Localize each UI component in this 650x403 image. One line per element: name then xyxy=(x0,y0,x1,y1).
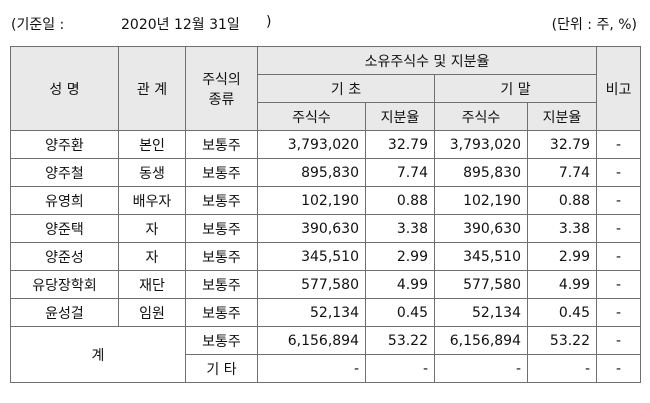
cell-note: - xyxy=(596,214,641,243)
header-ratio-begin: 지분율 xyxy=(365,102,435,131)
cell-type: 보통주 xyxy=(185,270,258,299)
base-date-close: ) xyxy=(266,14,272,30)
cell-type: 보통주 xyxy=(185,298,258,327)
header-stock-type-line1: 주식의 xyxy=(202,71,241,88)
cell-shares-end: 52,134 xyxy=(434,298,528,327)
header-stock-type-line2: 종류 xyxy=(208,91,235,108)
cell-shares-end: 102,190 xyxy=(434,186,528,215)
table-body: 양주환 본인 보통주 3,793,020 32.79 3,793,020 32.79- 양주철… xyxy=(10,130,641,383)
header-shares-end: 주식수 xyxy=(434,102,528,131)
cell-shares-begin: 52,134 xyxy=(257,298,366,327)
cell-name: 양주환 xyxy=(10,130,119,159)
cell-shares-end: 390,630 xyxy=(434,214,528,243)
cell-relation: 임원 xyxy=(118,298,186,327)
cell-shares-end: 895,830 xyxy=(434,158,528,187)
cell-shares-begin: 345,510 xyxy=(257,242,366,271)
header-note: 비고 xyxy=(596,46,641,131)
cell-note: - xyxy=(596,298,641,327)
unit-label: (단위 : 주, %) xyxy=(551,17,637,33)
cell-relation: 배우자 xyxy=(118,186,186,215)
cell-shares-end: 345,510 xyxy=(434,242,528,271)
cell-type: 보통주 xyxy=(185,214,258,243)
cell-ratio-begin: 0.45 xyxy=(365,298,435,327)
table-row: 윤성걸 임원 보통주 52,134 0.45 52,134 0.45- xyxy=(10,298,641,327)
cell-name: 양주철 xyxy=(10,158,119,187)
header-holdings: 소유주식수 및 지분율 xyxy=(257,46,597,75)
total-row-other: 기 타----- xyxy=(11,354,641,383)
base-date-label: (기준일 : xyxy=(11,17,65,33)
cell-ratio-end: 3.38 xyxy=(527,214,597,243)
total-cell-shares-begin: 6,156,894 xyxy=(257,326,366,355)
cell-type: 보통주 xyxy=(185,242,258,271)
cell-relation: 자 xyxy=(118,214,186,243)
total-cell-ratio-begin: 53.22 xyxy=(365,326,435,355)
cell-ratio-begin: 0.88 xyxy=(365,186,435,215)
table-row: 양준택 자 보통주 390,630 3.38 390,630 3.38- xyxy=(10,214,641,243)
cell-name: 양준택 xyxy=(10,214,119,243)
cell-relation: 동생 xyxy=(118,158,186,187)
total-cell-note: - xyxy=(596,354,641,383)
cell-ratio-end: 0.45 xyxy=(527,298,597,327)
table-row: 양주철 동생 보통주 895,830 7.74 895,830 7.74- xyxy=(10,158,641,187)
cell-shares-end: 577,580 xyxy=(434,270,528,299)
total-cell-ratio-end: - xyxy=(527,354,597,383)
cell-ratio-begin: 32.79 xyxy=(365,130,435,159)
shareholding-table: 성 명 관 계 주식의 종류 소유주식수 및 지분율 비고 기 초 기 말 주식… xyxy=(10,46,641,383)
cell-relation: 자 xyxy=(118,242,186,271)
cell-ratio-end: 4.99 xyxy=(527,270,597,299)
cell-shares-begin: 390,630 xyxy=(257,214,366,243)
cell-name: 윤성걸 xyxy=(10,298,119,327)
total-label: 계 xyxy=(10,326,186,383)
cell-ratio-begin: 2.99 xyxy=(365,242,435,271)
total-cell-shares-begin: - xyxy=(257,354,366,383)
cell-name: 양준성 xyxy=(10,242,119,271)
table-row: 유당장학회 재단 보통주 577,580 4.99 577,580 4.99- xyxy=(10,270,641,299)
cell-type: 보통주 xyxy=(185,130,258,159)
total-row-common: 계 보통주 6,156,894 53.22 6,156,894 53.22- xyxy=(10,326,641,383)
cell-shares-begin: 102,190 xyxy=(257,186,366,215)
base-date-value: 2020년 12월 31일 xyxy=(121,17,240,33)
total-cell-type: 기 타 xyxy=(185,354,258,383)
cell-note: - xyxy=(596,242,641,271)
header-name: 성 명 xyxy=(10,46,119,131)
cell-ratio-end: 2.99 xyxy=(527,242,597,271)
cell-note: - xyxy=(596,130,641,159)
cell-relation: 본인 xyxy=(118,130,186,159)
cell-ratio-end: 0.88 xyxy=(527,186,597,215)
header-relation: 관 계 xyxy=(118,46,186,131)
cell-type: 보통주 xyxy=(185,158,258,187)
table-row: 양주환 본인 보통주 3,793,020 32.79 3,793,020 32.79- xyxy=(10,130,641,159)
cell-ratio-begin: 4.99 xyxy=(365,270,435,299)
cell-ratio-end: 32.79 xyxy=(527,130,597,159)
cell-name: 유영희 xyxy=(10,186,119,215)
cell-type: 보통주 xyxy=(185,186,258,215)
cell-note: - xyxy=(596,186,641,215)
total-cell-ratio-end: 53.22 xyxy=(527,326,597,355)
header-stock-type: 주식의 종류 xyxy=(185,46,258,131)
table-row: 유영희 배우자 보통주 102,190 0.88 102,190 0.88- xyxy=(10,186,641,215)
cell-ratio-end: 7.74 xyxy=(527,158,597,187)
total-cell-shares-end: - xyxy=(434,354,528,383)
header-beginning: 기 초 xyxy=(257,74,435,103)
total-cell-shares-end: 6,156,894 xyxy=(434,326,528,355)
cell-shares-begin: 895,830 xyxy=(257,158,366,187)
table-row: 양준성 자 보통주 345,510 2.99 345,510 2.99- xyxy=(10,242,641,271)
cell-ratio-begin: 3.38 xyxy=(365,214,435,243)
total-cell-type: 보통주 xyxy=(185,326,258,355)
cell-shares-begin: 3,793,020 xyxy=(257,130,366,159)
cell-note: - xyxy=(596,270,641,299)
cell-note: - xyxy=(596,158,641,187)
cell-name: 유당장학회 xyxy=(10,270,119,299)
header-ratio-end: 지분율 xyxy=(527,102,597,131)
cell-relation: 재단 xyxy=(118,270,186,299)
cell-shares-end: 3,793,020 xyxy=(434,130,528,159)
total-cell-note: - xyxy=(596,326,641,355)
header-shares-begin: 주식수 xyxy=(257,102,366,131)
header-ending: 기 말 xyxy=(434,74,597,103)
cell-ratio-begin: 7.74 xyxy=(365,158,435,187)
total-cell-ratio-begin: - xyxy=(365,354,435,383)
cell-shares-begin: 577,580 xyxy=(257,270,366,299)
